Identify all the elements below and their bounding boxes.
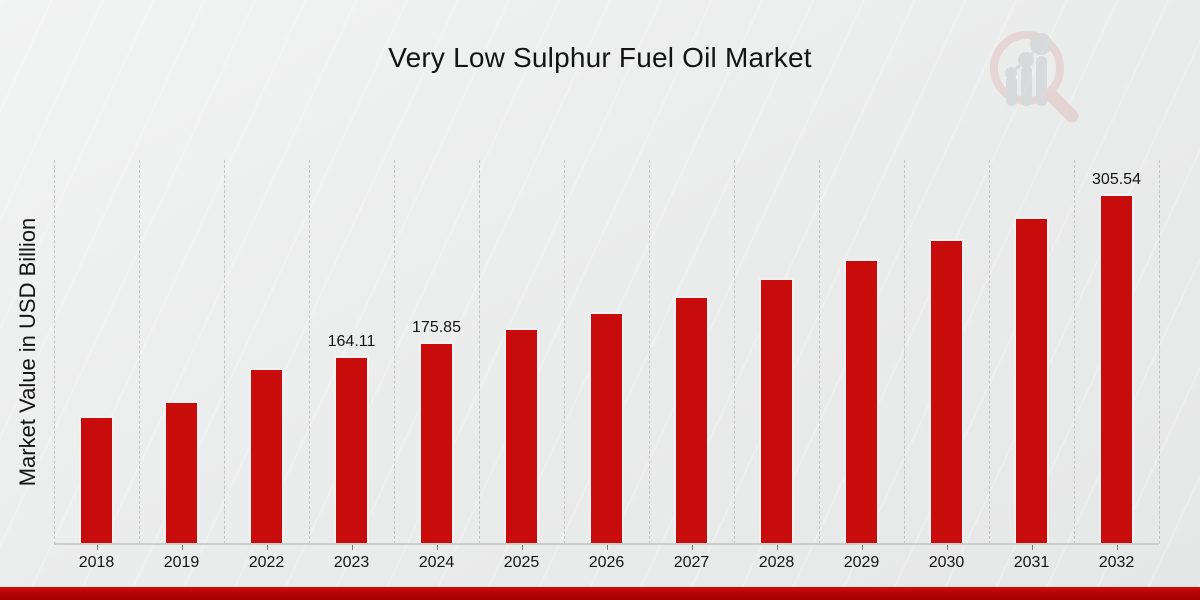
x-tick-2018	[96, 545, 98, 550]
plot-area: 2018 2019 2022 164.11 2023 175.85 2024 2025 2026…	[54, 160, 1160, 571]
bar-2018	[79, 416, 114, 543]
logo-bar-medium	[1021, 66, 1032, 106]
bar-2022	[249, 368, 284, 543]
bar-2032	[1099, 194, 1134, 543]
bar-2029	[844, 259, 879, 543]
gridline-11	[989, 160, 990, 544]
gridline-1	[139, 160, 140, 544]
bar-2031	[1014, 217, 1049, 543]
gridline-13	[1159, 160, 1160, 544]
x-tick-2024	[436, 545, 438, 550]
x-tick-2027	[691, 545, 693, 550]
magnifier-bar-chart-logo	[990, 31, 1079, 123]
x-axis-line	[54, 543, 1159, 545]
x-tick-2019	[181, 545, 183, 550]
gridline-7	[649, 160, 650, 544]
x-axis-label-2023: 2023	[333, 554, 370, 571]
x-tick-2028	[776, 545, 778, 550]
logo-bar-large	[1036, 56, 1047, 106]
y-axis-label: Market Value in USD Billion	[15, 217, 40, 487]
x-axis-label-2024: 2024	[418, 554, 455, 571]
x-axis-label-2022: 2022	[248, 554, 285, 571]
gridline-12	[1074, 160, 1075, 544]
bar-2025	[504, 328, 539, 543]
x-axis-label-2032: 2032	[1098, 554, 1135, 571]
bar-2028	[759, 278, 794, 543]
gridline-0	[54, 160, 55, 544]
bottom-accent-band	[0, 587, 1200, 600]
gridline-9	[819, 160, 820, 544]
x-axis-label-2018: 2018	[78, 554, 115, 571]
gridline-10	[904, 160, 905, 544]
gridline-6	[564, 160, 565, 544]
value-label-2032: 305.54	[1092, 171, 1141, 188]
bar-2024	[419, 342, 454, 543]
gridline-2	[224, 160, 225, 544]
logo-dot-small	[1005, 67, 1017, 79]
x-axis-label-2019: 2019	[163, 554, 200, 571]
logo-dot-large	[1030, 33, 1052, 55]
bar-2030	[929, 239, 964, 543]
gridline-3	[309, 160, 310, 544]
x-axis-label-2025: 2025	[503, 554, 540, 571]
x-tick-2032	[1116, 545, 1118, 550]
x-tick-2029	[861, 545, 863, 550]
x-axis-label-2028: 2028	[758, 554, 795, 571]
x-tick-2026	[606, 545, 608, 550]
bar-2027	[674, 296, 709, 543]
x-axis-label-2027: 2027	[673, 554, 710, 571]
logo-bar-small	[1006, 76, 1017, 106]
x-tick-2031	[1031, 545, 1033, 550]
x-axis-label-2031: 2031	[1013, 554, 1050, 571]
gridline-5	[479, 160, 480, 544]
bar-2026	[589, 312, 624, 543]
bar-2023	[334, 356, 369, 543]
value-label-2023: 164.11	[327, 333, 376, 350]
value-label-2024: 175.85	[412, 319, 461, 336]
logo-dot-medium	[1018, 52, 1034, 68]
magnifier-handle-icon	[1044, 88, 1079, 123]
gridline-4	[394, 160, 395, 544]
x-axis-label-2030: 2030	[928, 554, 965, 571]
x-axis-label-2029: 2029	[843, 554, 880, 571]
chart-title: Very Low Sulphur Fuel Oil Market	[388, 42, 812, 73]
gridline-8	[734, 160, 735, 544]
x-tick-2023	[351, 545, 353, 550]
x-tick-2022	[266, 545, 268, 550]
x-tick-2030	[946, 545, 948, 550]
x-tick-2025	[521, 545, 523, 550]
bar-2019	[164, 401, 199, 543]
x-axis-label-2026: 2026	[588, 554, 625, 571]
